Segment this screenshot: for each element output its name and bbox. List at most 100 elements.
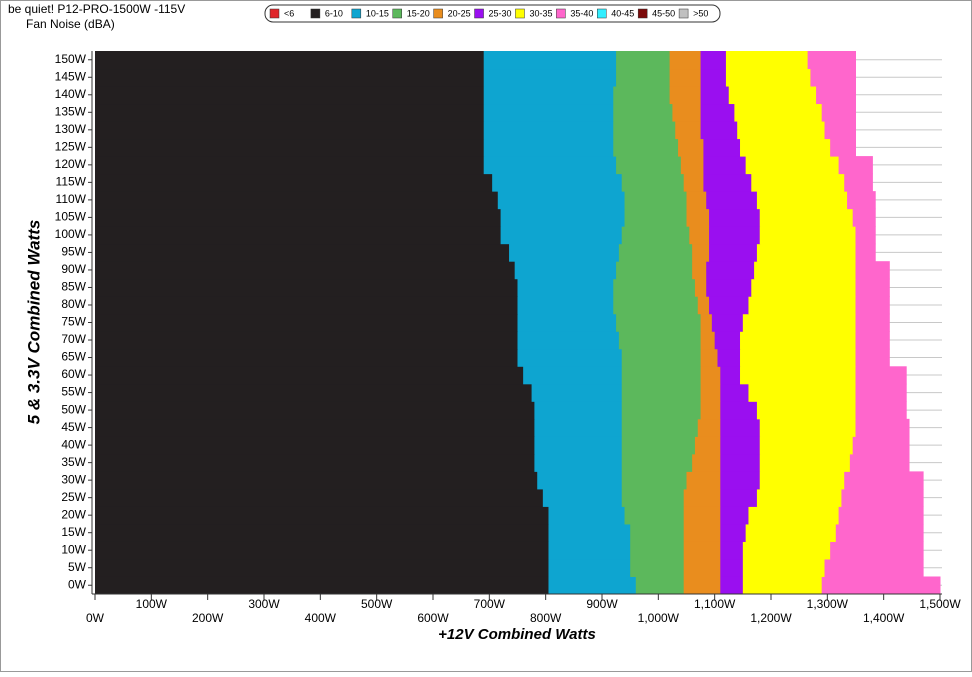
heat-cell <box>630 541 685 560</box>
x-tick-label: 100W <box>136 597 168 611</box>
heat-cell <box>720 506 749 525</box>
heat-cell <box>483 86 614 105</box>
heat-cell <box>855 226 876 245</box>
y-tick-label: 80W <box>61 297 86 311</box>
heat-cell <box>855 366 907 385</box>
heat-cell <box>740 366 856 385</box>
heat-cell <box>95 138 485 157</box>
heat-cell <box>700 401 721 420</box>
legend-label: 20-25 <box>448 8 471 18</box>
heat-cell <box>95 278 518 297</box>
heat-cell <box>810 68 856 87</box>
heat-cell <box>95 313 518 332</box>
heat-cell <box>745 523 837 542</box>
legend-label: 40-45 <box>611 8 634 18</box>
heat-cell <box>95 576 549 595</box>
heat-cell <box>613 86 671 105</box>
heat-cell <box>683 541 721 560</box>
chart-subtitle: Fan Noise (dBA) <box>26 17 115 31</box>
y-tick-label: 125W <box>55 140 87 154</box>
y-tick-label: 100W <box>55 227 87 241</box>
heat-cell <box>517 331 620 350</box>
legend-swatch <box>597 8 607 19</box>
heat-cell <box>95 331 518 350</box>
heat-cell <box>740 348 856 367</box>
heat-cell <box>95 103 485 122</box>
heat-cell <box>630 558 685 577</box>
heat-cell <box>534 436 623 455</box>
heat-cell <box>855 243 876 262</box>
heat-cell <box>756 488 842 507</box>
heat-cell <box>95 366 524 385</box>
heat-cell <box>748 383 856 402</box>
y-tick-label: 35W <box>61 455 86 469</box>
heat-cell <box>700 86 730 105</box>
heat-cell <box>700 121 738 140</box>
heat-cell <box>720 418 761 437</box>
x-tick-label: 700W <box>474 597 506 611</box>
plot: 0W 5W 10W 15W 20W 25W 30W 35W 40W 45W 50W 55W 60W 65W… <box>55 51 961 625</box>
heat-cell <box>855 383 907 402</box>
y-tick-label: 30W <box>61 472 86 486</box>
heat-cell <box>756 401 856 420</box>
heat-cell <box>686 191 707 210</box>
heat-cell <box>703 138 741 157</box>
heat-cell <box>95 86 485 105</box>
heat-cell <box>759 418 856 437</box>
heat-cell <box>849 453 910 472</box>
heat-cell <box>725 68 811 87</box>
heat-cell <box>754 261 856 280</box>
heat-cell <box>742 558 826 577</box>
heat-cell <box>830 541 924 560</box>
heat-cell <box>95 121 485 140</box>
heat-cell <box>759 436 854 455</box>
heat-cell <box>700 366 721 385</box>
heat-cell <box>492 173 623 192</box>
y-tick-label: 85W <box>61 280 86 294</box>
legend-label: 6-10 <box>325 8 343 18</box>
legend-swatch <box>433 8 443 19</box>
heat-cell <box>703 156 747 175</box>
heat-cell <box>621 226 690 245</box>
heat-cell <box>759 226 856 245</box>
legend-swatch <box>310 8 321 19</box>
heat-cell <box>548 506 626 525</box>
heat-cell <box>703 173 752 192</box>
heat-cell <box>517 348 623 367</box>
heat-cell <box>624 506 685 525</box>
heat-cell <box>95 383 533 402</box>
x-tick-label: 1,100W <box>694 597 736 611</box>
heat-cell <box>751 278 856 297</box>
heat-cell <box>709 243 758 262</box>
legend-swatch <box>556 8 566 19</box>
heat-cell <box>728 86 817 105</box>
heat-cell <box>95 523 549 542</box>
heat-cell <box>700 383 721 402</box>
heat-cell <box>618 243 693 262</box>
heat-cell <box>694 278 707 297</box>
heat-cell <box>624 191 687 210</box>
heat-cell <box>745 156 840 175</box>
heat-cell <box>618 331 702 350</box>
legend-label: 35-40 <box>570 8 593 18</box>
heat-cell <box>95 243 510 262</box>
heat-cell <box>621 401 702 420</box>
heat-cell <box>821 103 856 122</box>
heat-cell <box>497 191 626 210</box>
heat-cell <box>706 191 758 210</box>
heat-cell <box>855 261 890 280</box>
heat-cell <box>830 138 856 157</box>
y-tick-label: 120W <box>55 157 87 171</box>
heat-cell <box>517 278 614 297</box>
heat-cell <box>838 506 924 525</box>
y-tick-label: 95W <box>61 245 86 259</box>
heat-cell <box>483 138 614 157</box>
y-tick-label: 45W <box>61 420 86 434</box>
heat-cell <box>95 436 535 455</box>
heat-cell <box>548 558 631 577</box>
y-tick-label: 140W <box>55 87 87 101</box>
heat-cell <box>483 121 614 140</box>
heat-cell <box>756 191 848 210</box>
heat-cell <box>672 103 702 122</box>
heat-cell <box>523 366 623 385</box>
